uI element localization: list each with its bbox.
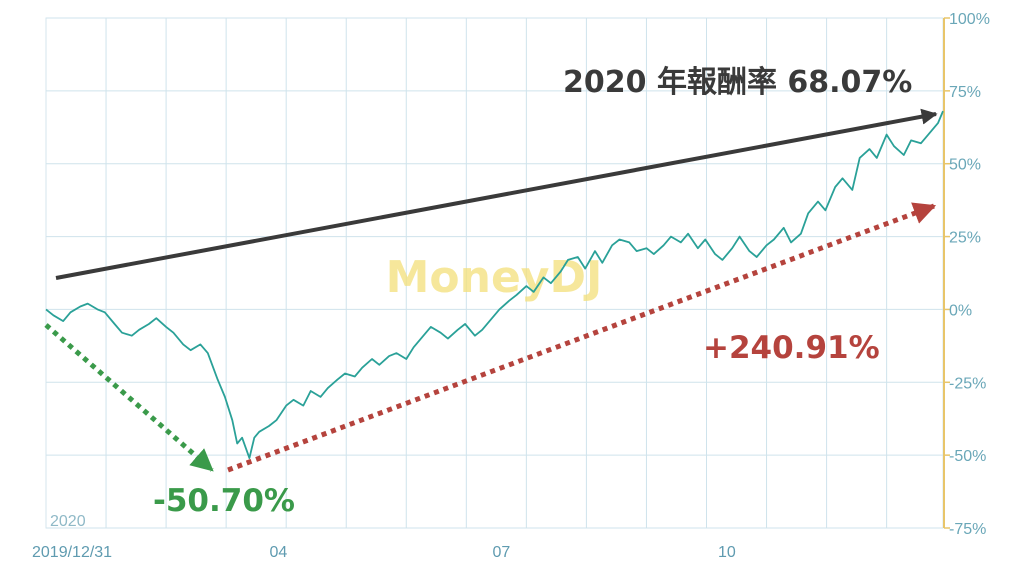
watermark: MoneyDJ <box>386 252 603 303</box>
series-line <box>45 110 944 459</box>
y-tick-label: 75% <box>949 84 981 101</box>
y-axis-labels: 100% 75% 50% 25% 0% -25% -50% -75% <box>949 11 990 538</box>
y-tick-label: -25% <box>949 375 986 392</box>
x-tick-label: 2019/12/31 <box>32 544 112 561</box>
y-tick-label: 0% <box>949 302 972 319</box>
x-tick-label: 10 <box>718 544 736 561</box>
grid-vertical <box>105 18 888 528</box>
x-tick-label: 07 <box>493 544 511 561</box>
grid-horizontal <box>46 17 943 529</box>
y-tick-label: 50% <box>949 157 981 174</box>
x-tick-label: 04 <box>269 544 287 561</box>
total-return-label: 2020 年報酬率 68.07% <box>563 65 912 100</box>
drawdown-label: -50.70% <box>153 483 295 519</box>
year-label: 2020 <box>50 513 86 530</box>
total-return-arrow <box>55 108 938 280</box>
y-tick-label: 25% <box>949 230 981 247</box>
y-tick-label: -50% <box>949 448 986 465</box>
y-axis-ticks <box>944 17 950 529</box>
rebound-label: +240.91% <box>703 330 880 366</box>
drawdown-arrow <box>44 323 214 472</box>
y-tick-label: 100% <box>949 11 990 28</box>
plot-area <box>45 17 944 529</box>
x-axis-labels: 2019/12/31 04 07 10 <box>32 544 736 561</box>
y-tick-label: -75% <box>949 521 986 538</box>
